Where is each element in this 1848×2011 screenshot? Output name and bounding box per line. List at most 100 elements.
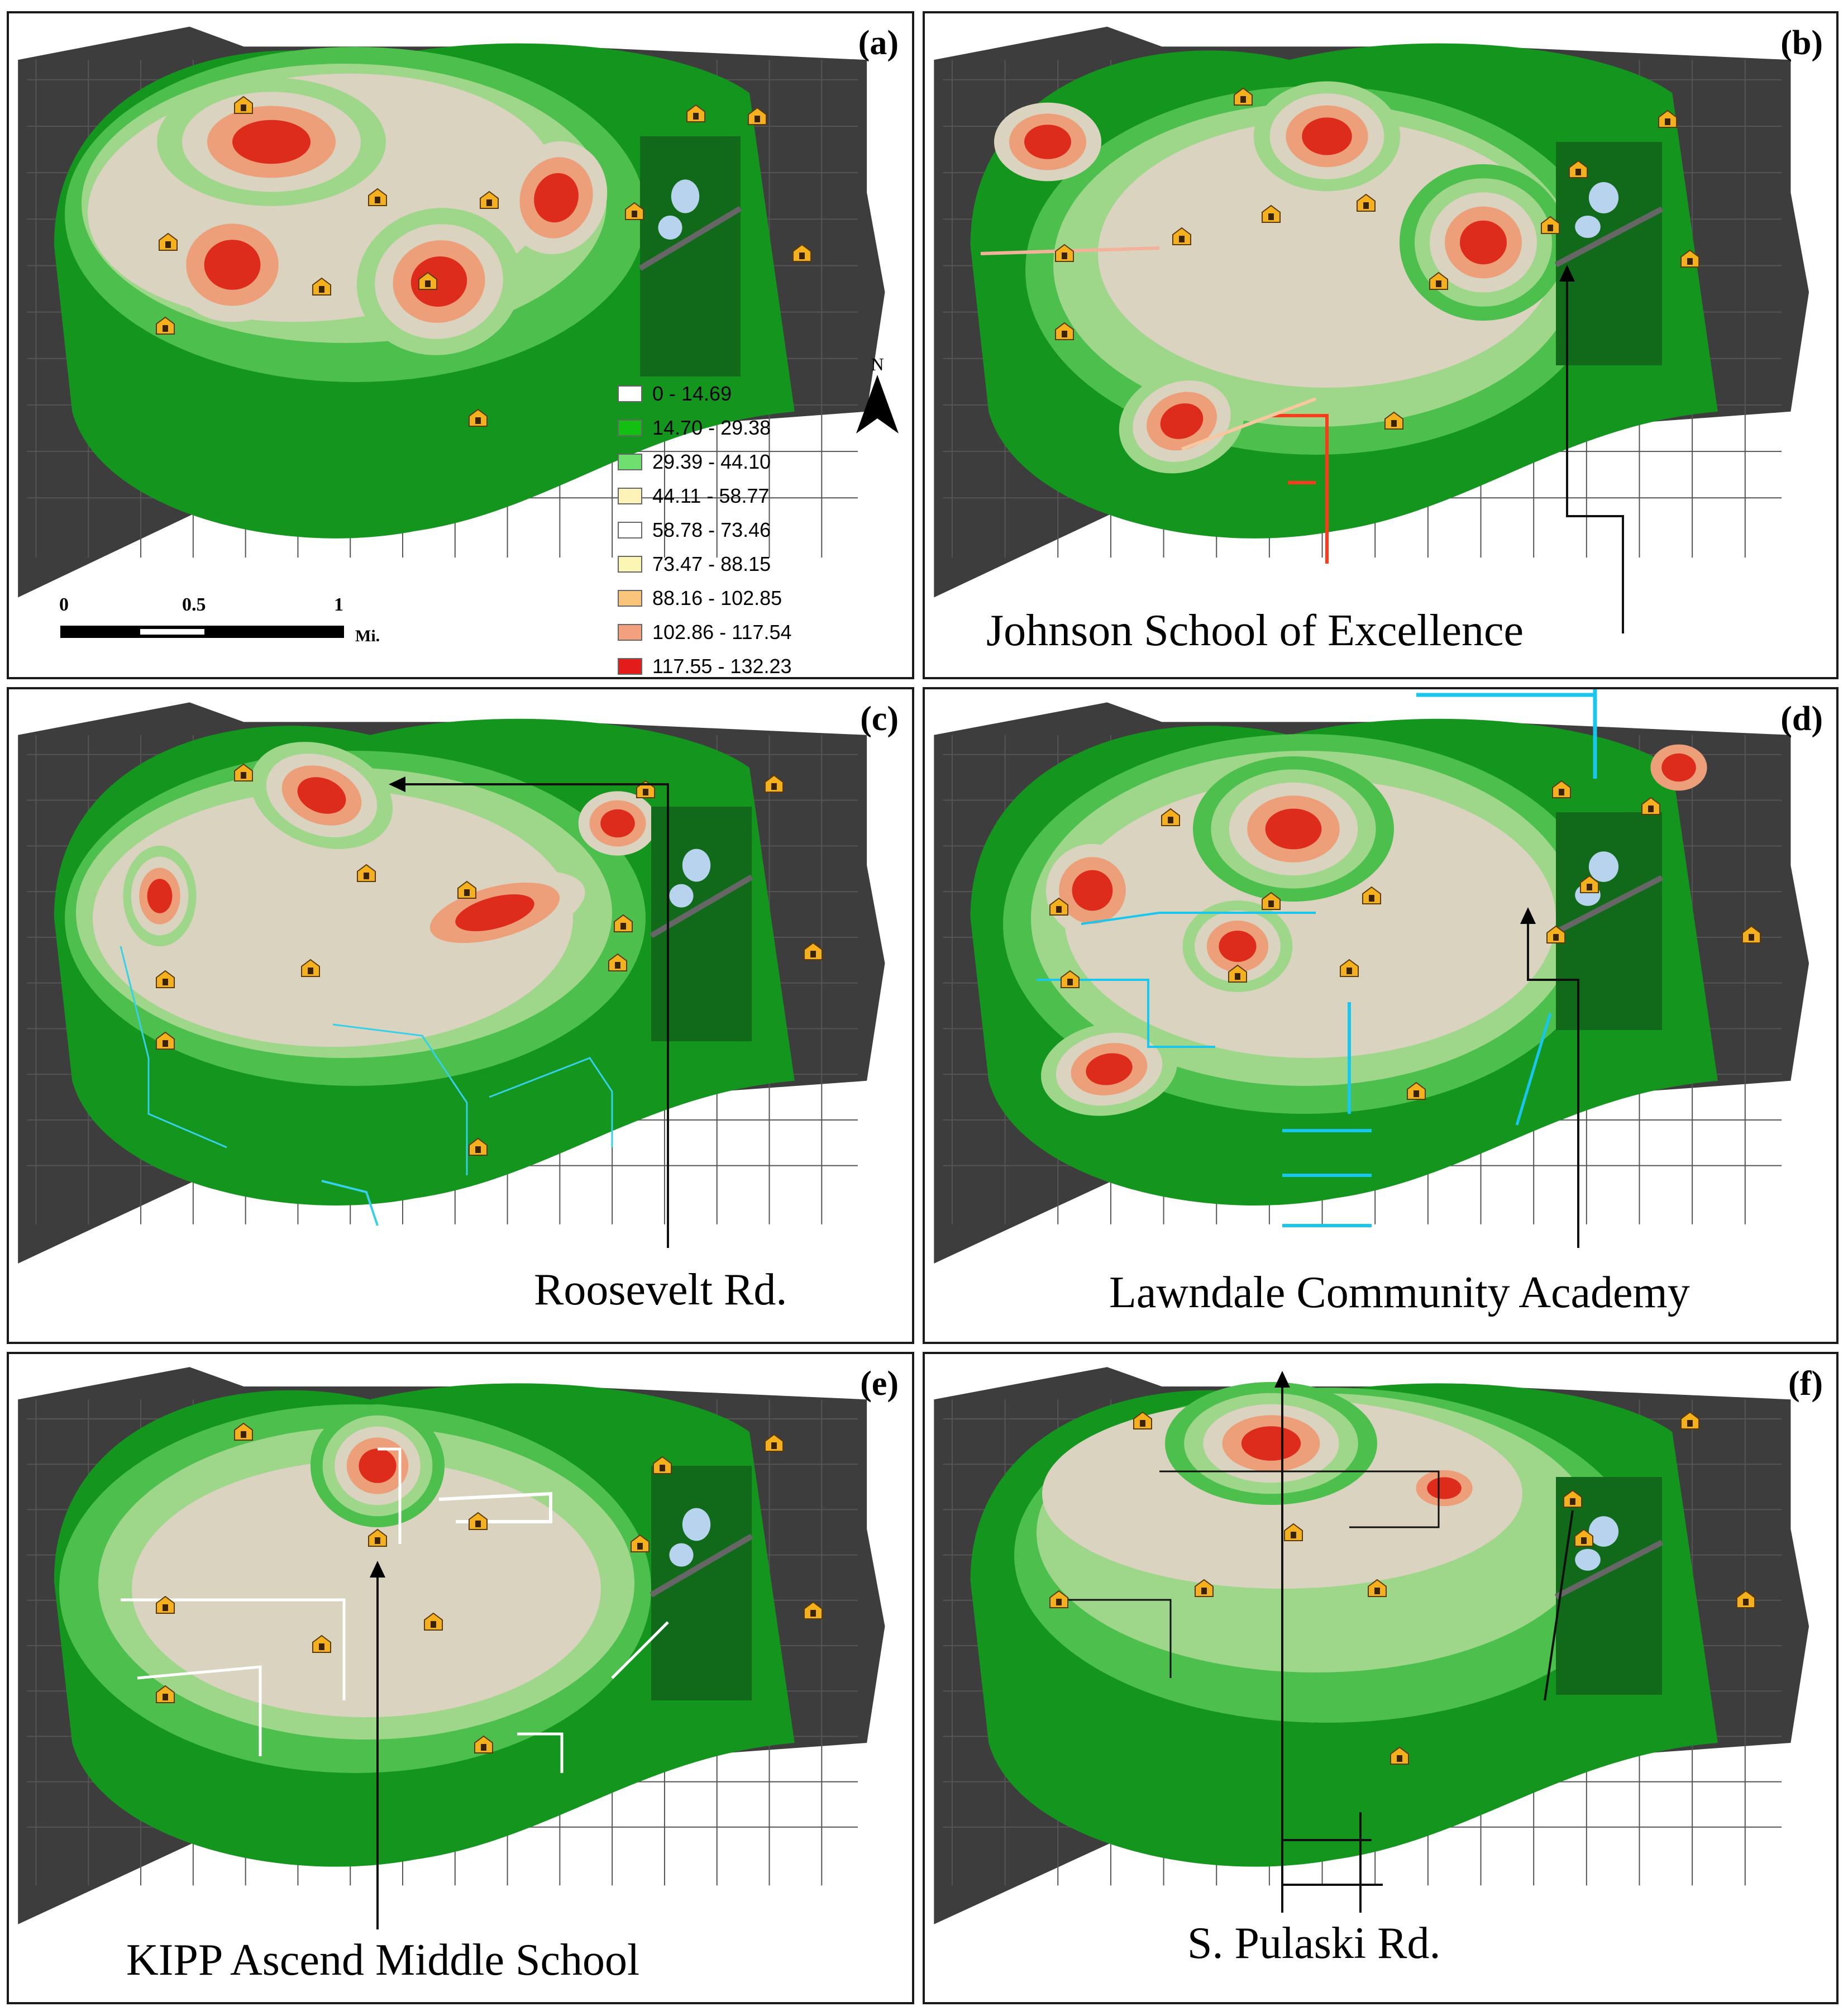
school-icon <box>312 1634 331 1653</box>
arrow-head-icon <box>389 776 405 792</box>
school-icon <box>1680 1411 1699 1429</box>
school-icon <box>424 1612 443 1631</box>
legend-swatch <box>618 453 642 470</box>
panel-label-a: (a) <box>858 24 899 62</box>
route-line <box>1544 1510 1574 1701</box>
arrow-head-icon <box>1559 265 1575 282</box>
route-line <box>121 1598 346 1700</box>
density-ring <box>147 879 173 913</box>
legend-item: 0 - 14.69 <box>618 377 792 411</box>
school-icon <box>765 774 784 793</box>
heatmap-c <box>18 702 885 1264</box>
rail-line <box>1554 875 1664 935</box>
route-line <box>137 1665 262 1756</box>
route-line <box>489 1057 613 1147</box>
route-line <box>438 1491 552 1523</box>
panel-label-f: (f) <box>1788 1365 1823 1403</box>
caption-d: Lawndale Community Academy <box>1109 1268 1690 1317</box>
lake <box>682 1508 711 1541</box>
legend-swatch <box>618 623 642 641</box>
route-line <box>120 946 227 1149</box>
panel-label-b: (b) <box>1780 24 1823 62</box>
rail-line <box>1554 1540 1664 1599</box>
school-icon <box>1357 193 1376 212</box>
route-line <box>378 1447 402 1544</box>
route-line <box>1059 1599 1172 1678</box>
legend-swatch <box>618 521 642 539</box>
school-icon <box>469 1137 488 1156</box>
caption-b: Johnson School of Excellence <box>986 606 1524 655</box>
density-ring <box>232 120 311 164</box>
caption-e: KIPP Ascend Middle School <box>126 1936 640 1985</box>
school-icon <box>1658 109 1677 128</box>
map-panel-d: (d) Lawndale Community Academy <box>923 687 1839 1344</box>
arrow-head-icon <box>1520 907 1536 924</box>
school-icon <box>418 271 437 290</box>
legend-item: 88.16 - 102.85 <box>618 581 792 615</box>
lake <box>1575 1548 1601 1571</box>
route-line <box>1081 912 1316 925</box>
school-icon <box>1736 1590 1755 1608</box>
legend-item: 102.86 - 117.54 <box>618 615 792 649</box>
school-icon <box>457 880 476 899</box>
lake <box>1588 851 1619 882</box>
school-icon <box>631 1534 650 1552</box>
legend-label: 0 - 14.69 <box>652 382 732 405</box>
school-icon <box>234 763 253 781</box>
density-ring <box>204 240 261 290</box>
legend-label: 14.70 - 29.38 <box>652 416 771 439</box>
school-icon <box>301 959 320 977</box>
school-icon <box>1563 1489 1582 1508</box>
school-icon <box>1234 87 1253 106</box>
school-icon <box>1641 797 1660 815</box>
lake <box>1588 1516 1619 1547</box>
school-icon <box>1161 808 1180 826</box>
school-icon <box>1262 892 1281 910</box>
school-icon <box>159 232 178 251</box>
route-line <box>332 1023 468 1175</box>
school-icon <box>480 190 499 209</box>
school-icon <box>1407 1081 1426 1100</box>
school-icon <box>1569 160 1588 178</box>
density-ring <box>1302 117 1352 155</box>
school-icon <box>614 914 633 932</box>
school-icon <box>1195 1579 1214 1597</box>
caption-c: Roosevelt Rd. <box>534 1265 787 1314</box>
school-icon <box>1172 227 1191 245</box>
school-icon <box>765 1433 784 1452</box>
school-icon <box>1055 244 1074 262</box>
density-ring <box>1086 1053 1133 1085</box>
school-icon <box>625 202 644 220</box>
map-panel-f: (f) S. Pulaski Rd. <box>923 1352 1839 2004</box>
school-icon <box>1340 959 1359 977</box>
rail-line <box>650 1533 753 1598</box>
scale-tick-half: 0.5 <box>182 594 206 615</box>
north-arrow: N <box>847 354 908 441</box>
legend-swatch <box>618 555 642 573</box>
legend: 0 - 14.69 14.70 - 29.38 29.39 - 44.10 44.11… <box>618 377 792 677</box>
legend-swatch <box>618 385 642 402</box>
school-icon <box>368 1528 387 1547</box>
lake <box>669 1543 694 1567</box>
density-ring <box>1460 220 1507 265</box>
map-panel-a: (a) 0 - 14.69 14.70 - 29.38 29.39 - 44.10 4… <box>7 11 914 679</box>
school-icon <box>368 188 387 206</box>
school-icon <box>156 316 175 335</box>
density-ring <box>1072 870 1113 911</box>
leader-line <box>400 783 669 1248</box>
density-ring <box>1024 125 1071 159</box>
heatmap-d <box>934 689 1809 1264</box>
caption-f: S. Pulaski Rd. <box>1187 1919 1441 1968</box>
school-icon <box>804 1601 823 1619</box>
school-icon <box>1262 204 1281 223</box>
heatmap-f <box>934 1367 1809 1924</box>
legend-label: 102.86 - 117.54 <box>652 620 792 644</box>
school-icon <box>469 1512 488 1530</box>
scale-tick-0: 0 <box>59 594 69 615</box>
legend-swatch <box>618 589 642 607</box>
school-icon <box>357 864 376 882</box>
lake <box>682 849 711 882</box>
route-line <box>517 1732 564 1773</box>
school-icon <box>1742 925 1761 943</box>
legend-item: 73.47 - 88.15 <box>618 547 792 581</box>
